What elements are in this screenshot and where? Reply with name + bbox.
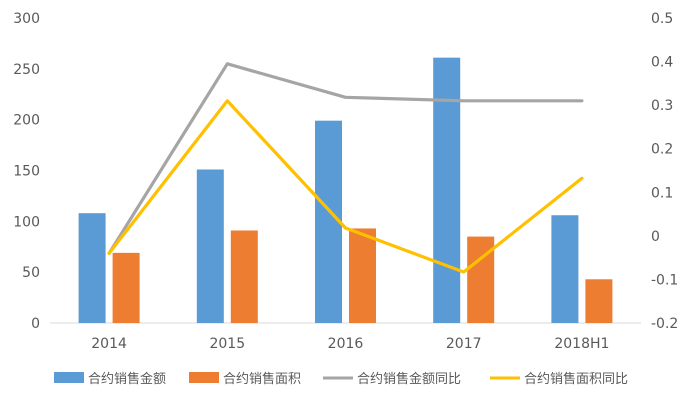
x-tick-label: 2016 [328,336,364,352]
left-tick-label: 100 [13,214,40,230]
legend-label: 合约销售金额 [88,371,166,387]
left-tick-label: 250 [13,62,40,78]
legend-label: 合约销售金额同比 [357,371,461,387]
legend: 合约销售金额 合约销售面积 合约销售金额同比 合约销售面积同比 [54,371,628,387]
right-tick-label: 0.5 [651,11,673,27]
line-series [107,62,584,274]
x-tick-label: 2014 [91,336,127,352]
right-tick-label: 0.3 [651,98,673,114]
legend-swatch-bar [54,372,84,383]
right-tick-label: 0.2 [651,142,673,158]
x-tick-label: 2018H1 [554,336,609,352]
bar-1-2016 [349,228,376,323]
line-series-1 [107,99,584,274]
left-tick-label: 200 [13,113,40,129]
x-tick-label: 2017 [446,336,482,352]
right-tick-label: 0 [651,229,660,245]
right-axis: -0.2 -0.1 0 0.1 0.2 0.3 0.4 0.5 [651,11,678,332]
left-tick-label: 300 [13,11,40,27]
legend-swatch-bar [189,372,219,383]
bar-0-2016 [315,120,342,323]
bar-1-2015 [230,230,258,323]
right-tick-label: -0.1 [651,272,678,288]
bar-0-2015 [196,169,224,323]
left-tick-label: 150 [13,164,40,180]
x-tick-label: 2015 [209,336,245,352]
bar-1-2018H1 [585,279,613,323]
legend-label: 合约销售面积 [223,371,301,387]
line-series-0 [107,62,584,255]
bar-0-2014 [78,213,106,323]
bar-0-2017 [433,57,461,324]
left-tick-label: 50 [22,265,40,281]
bar-1-2014 [112,252,140,323]
left-axis: 0 50 100 150 200 250 300 [13,11,40,332]
right-tick-label: -0.2 [651,316,678,332]
right-tick-label: 0.4 [651,55,673,71]
legend-label: 合约销售面积同比 [524,371,628,387]
x-axis-labels: 2014 2015 2016 2017 2018H1 [91,336,609,352]
right-tick-label: 0.1 [651,185,673,201]
left-tick-label: 0 [31,316,40,332]
bar-0-2018H1 [551,215,579,323]
